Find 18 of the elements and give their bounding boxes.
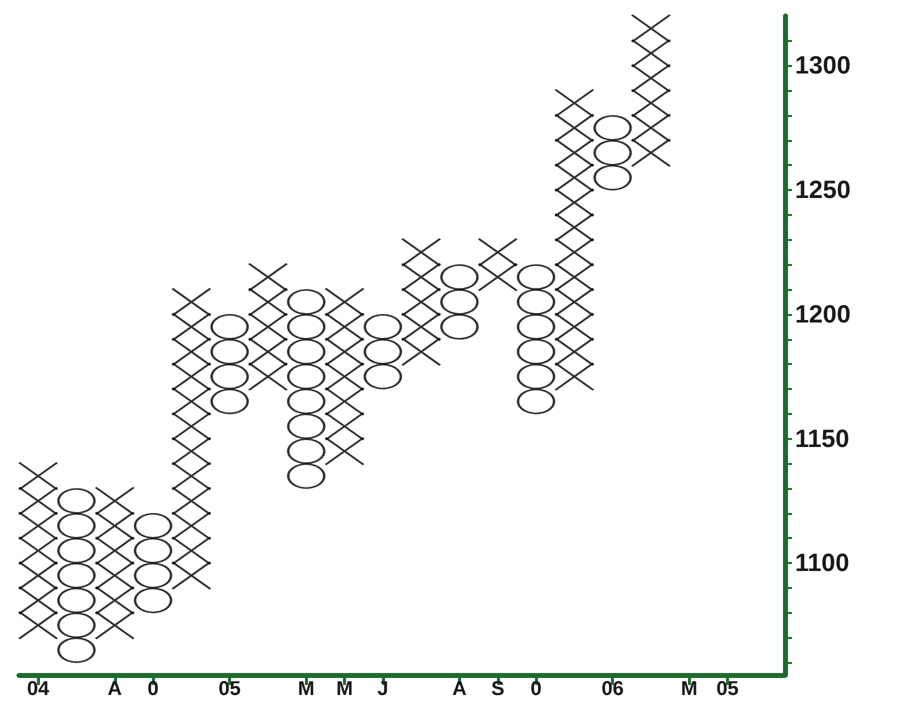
x-tick-label: A <box>108 678 122 700</box>
y-tick-label: 1100 <box>795 549 850 578</box>
x-tick-label: M <box>336 678 353 700</box>
x-tick-label: S <box>491 678 504 700</box>
x-tick-label: 04 <box>27 678 50 700</box>
x-tick-label: 05 <box>218 678 241 700</box>
x-tick-label: 05 <box>716 678 739 700</box>
y-tick-label: 1150 <box>795 424 850 453</box>
x-tick-label: 0 <box>530 678 542 700</box>
y-tick-label: 1250 <box>795 176 851 204</box>
y-tick-label: 1300 <box>795 52 851 80</box>
x-tick-label: 06 <box>602 678 624 700</box>
x-tick-label: A <box>452 678 467 700</box>
x-tick-label: M <box>298 678 315 700</box>
x-tick-label: 0 <box>147 678 159 700</box>
y-tick-label: 1200 <box>795 300 851 328</box>
x-tick-label: J <box>377 678 388 700</box>
x-tick-label: M <box>680 678 698 700</box>
